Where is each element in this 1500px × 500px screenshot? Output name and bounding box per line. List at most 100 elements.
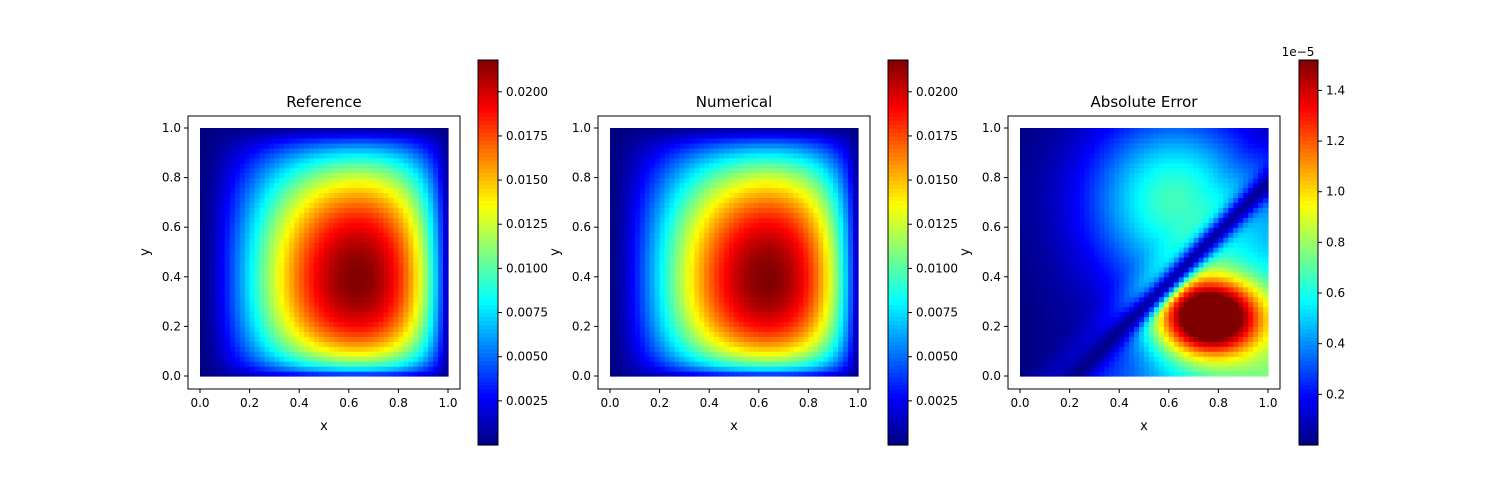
heatmap-cell <box>644 182 651 189</box>
heatmap-cell <box>239 336 246 342</box>
heatmap-cell <box>724 276 730 283</box>
heatmap-cell <box>848 187 854 194</box>
heatmap-cell <box>654 212 661 218</box>
heatmap-cell <box>358 271 365 278</box>
heatmap-cell <box>254 356 261 362</box>
heatmap-cell <box>433 361 439 367</box>
heatmap-cell <box>763 182 770 189</box>
heatmap-cell <box>813 167 819 174</box>
heatmap-cell <box>659 207 666 213</box>
heatmap-cell <box>279 326 285 332</box>
heatmap-cell <box>684 152 690 159</box>
heatmap-cell <box>808 276 814 283</box>
heatmap-cell <box>438 128 444 134</box>
heatmap-cell <box>853 301 859 308</box>
heatmap-cell <box>209 371 216 377</box>
heatmap-cell <box>363 147 370 154</box>
heatmap-cell <box>714 212 720 218</box>
heatmap-cell <box>659 242 666 248</box>
heatmap-cell <box>719 296 725 303</box>
heatmap-cell <box>709 237 715 243</box>
heatmap-cell <box>674 142 681 149</box>
heatmap-cell <box>659 167 666 174</box>
heatmap-cell <box>254 237 261 243</box>
colorbar-segment <box>478 244 498 250</box>
heatmap-cell <box>224 356 231 362</box>
heatmap-cell <box>729 162 735 169</box>
heatmap-cell <box>659 336 666 342</box>
heatmap-cell <box>274 142 280 149</box>
heatmap-cell <box>314 157 320 164</box>
heatmap-cell <box>639 291 646 298</box>
heatmap-cell <box>644 187 651 194</box>
heatmap-cell <box>289 321 295 327</box>
heatmap-cell <box>694 177 700 184</box>
heatmap-cell <box>669 306 676 313</box>
heatmap-cell <box>614 252 621 258</box>
heatmap-cell <box>269 197 275 203</box>
heatmap-cell <box>328 361 335 367</box>
heatmap-cell <box>758 237 765 243</box>
heatmap-cell <box>338 177 345 184</box>
heatmap-cell <box>724 356 730 362</box>
heatmap-cell <box>319 182 325 189</box>
heatmap-cell <box>743 311 750 318</box>
heatmap-cell <box>803 306 809 313</box>
heatmap-cell <box>758 252 765 258</box>
heatmap-cell <box>200 341 206 347</box>
colorbar-segment <box>478 196 498 201</box>
heatmap-cell <box>413 331 419 337</box>
heatmap-cell <box>684 207 690 213</box>
heatmap-cell <box>649 227 656 233</box>
heatmap-cell <box>803 247 809 253</box>
heatmap-cell <box>428 281 434 288</box>
heatmap-cell <box>438 212 444 218</box>
heatmap-cell <box>204 252 211 258</box>
heatmap-cell <box>314 296 320 303</box>
heatmap-cell <box>768 237 775 243</box>
heatmap-cell <box>348 296 355 303</box>
heatmap-cell <box>689 197 695 203</box>
heatmap-cell <box>348 281 355 288</box>
heatmap-cell <box>418 301 424 308</box>
heatmap-cell <box>239 192 246 199</box>
heatmap-cell <box>699 306 705 313</box>
heatmap-cell <box>264 361 271 367</box>
heatmap-cell <box>793 187 800 194</box>
heatmap-cell <box>763 336 770 342</box>
heatmap-cell <box>200 242 206 248</box>
heatmap-cell <box>378 306 385 313</box>
heatmap-cell <box>743 326 750 332</box>
heatmap-cell <box>793 242 800 248</box>
heatmap-cell <box>209 142 216 149</box>
heatmap-cell <box>629 232 636 238</box>
heatmap-cell <box>378 301 385 308</box>
heatmap-cell <box>363 187 370 194</box>
heatmap-cell <box>610 286 616 293</box>
heatmap-cell <box>368 281 375 288</box>
heatmap-cell <box>398 286 404 293</box>
heatmap-cell <box>619 172 626 179</box>
heatmap-cell <box>853 371 859 377</box>
heatmap-cell <box>610 266 616 273</box>
heatmap-cell <box>343 296 350 303</box>
heatmap-cell <box>413 326 419 332</box>
heatmap-cell <box>614 371 621 377</box>
heatmap-cell <box>279 336 285 342</box>
heatmap-cell <box>614 271 621 278</box>
heatmap-cell <box>704 256 710 263</box>
heatmap-cell <box>808 167 814 174</box>
heatmap-cell <box>714 252 720 258</box>
heatmap-cell <box>729 311 735 318</box>
heatmap-cell <box>304 371 310 377</box>
heatmap-cell <box>259 207 266 213</box>
heatmap-cell <box>793 301 800 308</box>
heatmap-cell <box>828 271 834 278</box>
heatmap-cell <box>333 182 340 189</box>
heatmap-cell <box>704 202 710 208</box>
heatmap-cell <box>338 296 345 303</box>
heatmap-cell <box>753 286 760 293</box>
heatmap-cell <box>348 271 355 278</box>
heatmap-cell <box>289 197 295 203</box>
heatmap-cell <box>843 261 849 268</box>
